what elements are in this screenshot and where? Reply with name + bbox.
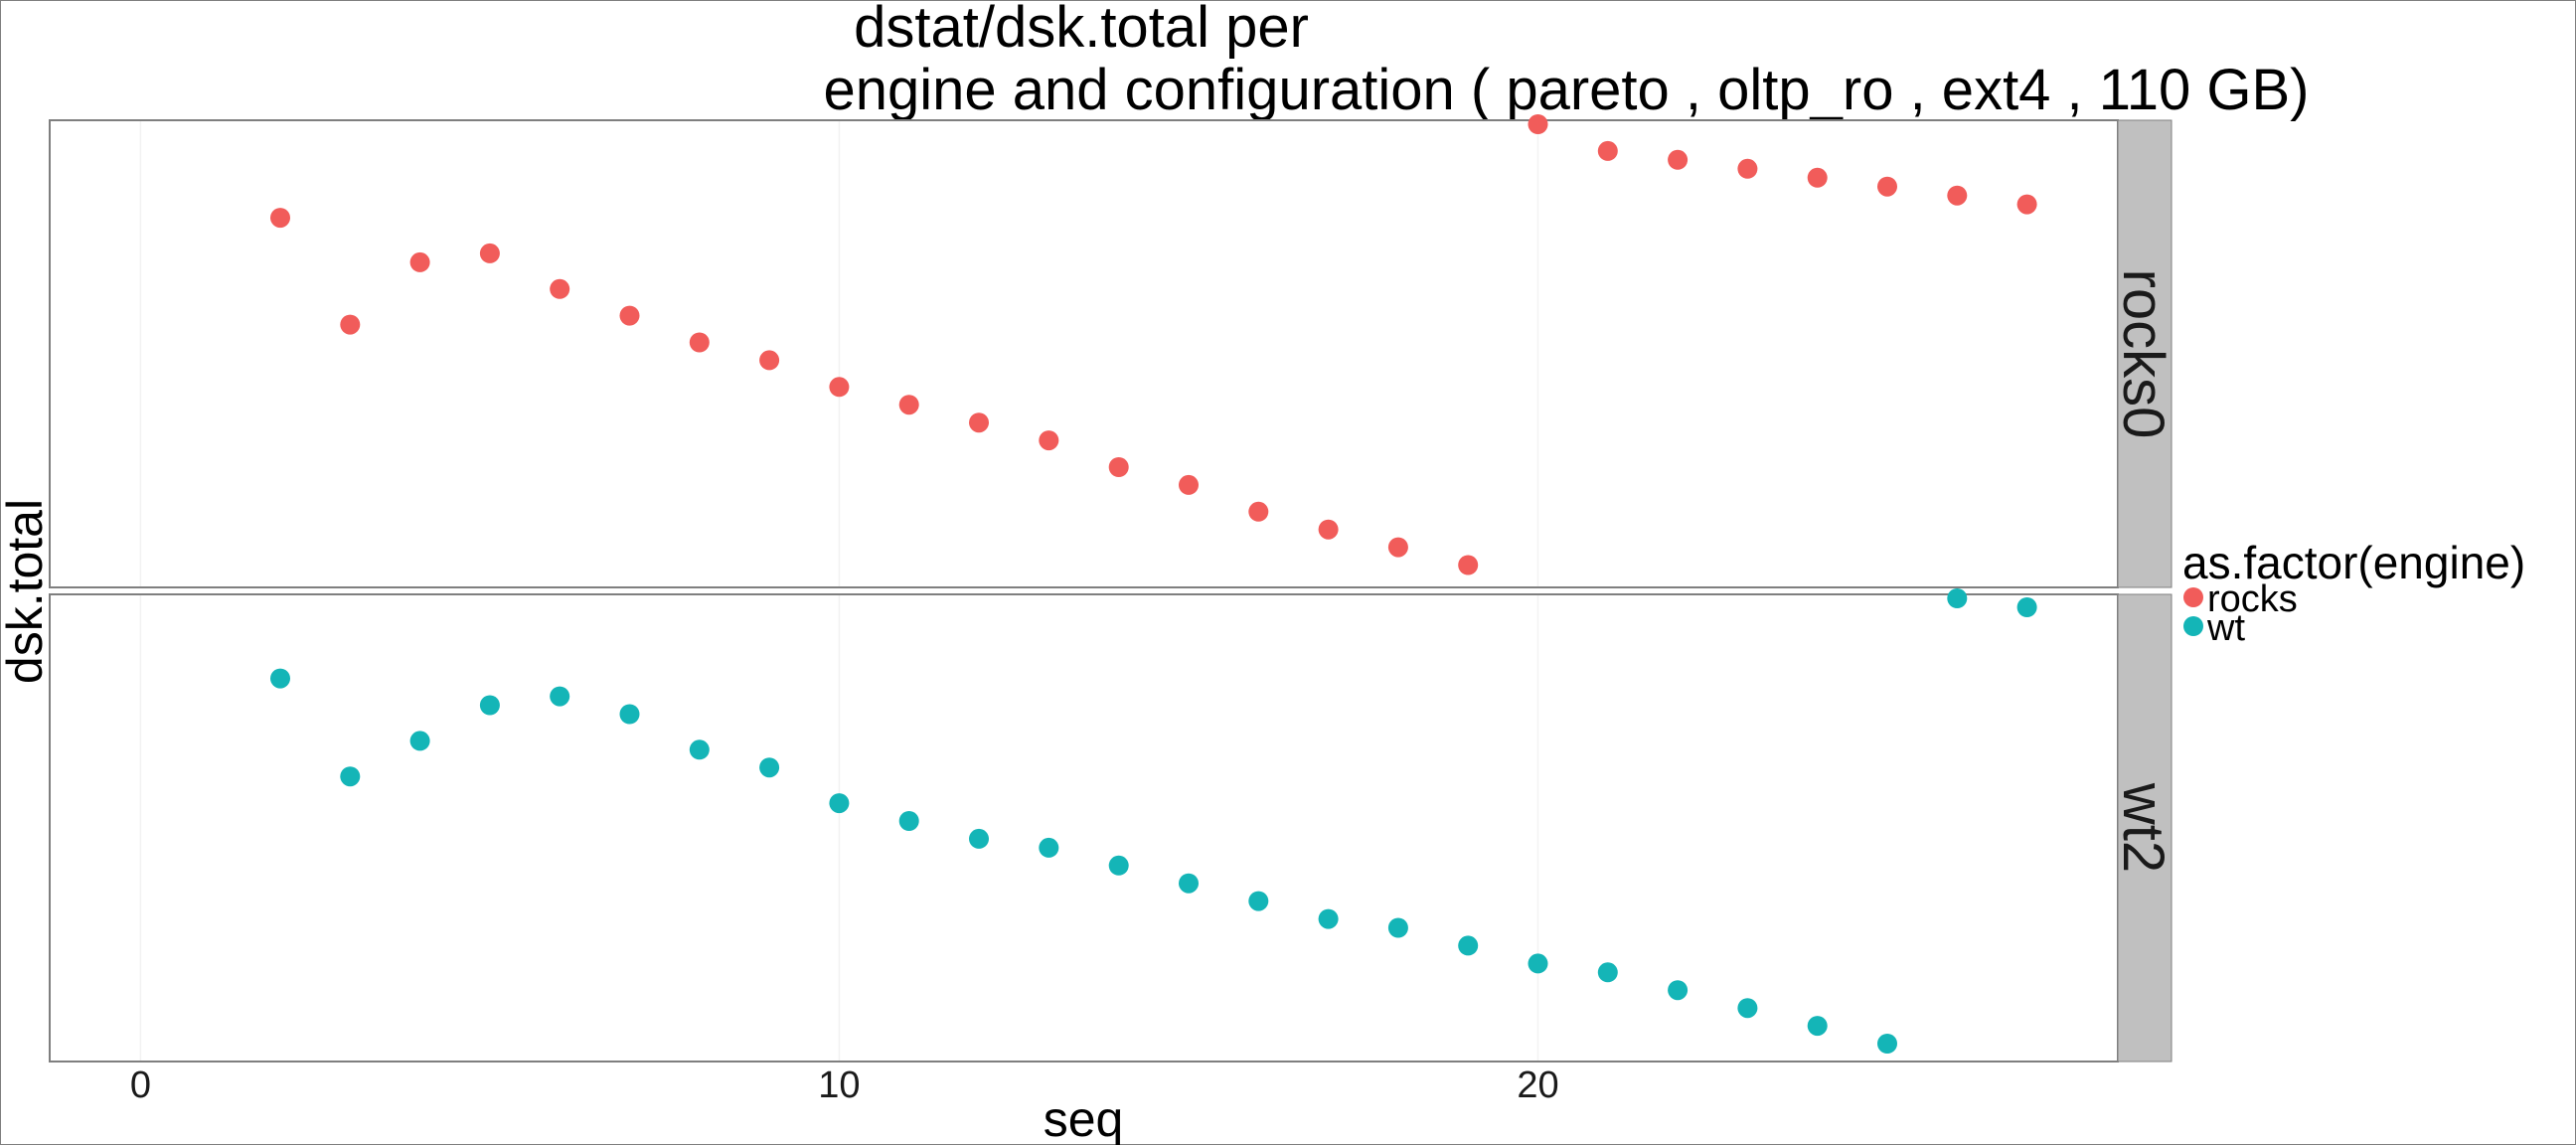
data-point-rocks-2 <box>270 208 290 229</box>
data-point-wt-25 <box>1877 1034 1897 1054</box>
data-point-wt-23 <box>1737 998 1758 1019</box>
strip-label-rocks0: rocks0 <box>2111 269 2175 439</box>
data-point-wt-5 <box>479 695 500 716</box>
data-point-wt-9 <box>759 757 780 778</box>
data-point-rocks-8 <box>689 332 710 353</box>
legend-title: as.factor(engine) <box>2182 537 2525 588</box>
y-axis-title: dsk.total <box>0 499 53 684</box>
x-tick-label: 20 <box>1517 1064 1558 1106</box>
chart-title-line2: engine and configuration ( pareto , oltp… <box>824 58 2310 122</box>
data-point-wt-3 <box>340 766 361 787</box>
x-axis-title: seq <box>1044 1091 1124 1145</box>
data-point-wt-10 <box>829 793 850 814</box>
x-tick-label: 10 <box>818 1064 860 1106</box>
strip-wt2 <box>2117 593 2173 1063</box>
data-point-wt-22 <box>1668 980 1689 1001</box>
panel-rocks0 <box>49 119 2119 588</box>
data-point-rocks-13 <box>1039 430 1059 451</box>
data-point-wt-18 <box>1387 917 1408 938</box>
legend-label-wt: wt <box>2206 607 2245 649</box>
panel-rocks0-points <box>270 114 2037 575</box>
x-tick-label: 0 <box>130 1064 151 1106</box>
data-point-rocks-27 <box>2016 194 2037 215</box>
data-point-rocks-3 <box>340 314 361 335</box>
legend-swatch-wt <box>2183 616 2203 636</box>
data-point-wt-13 <box>1039 837 1059 858</box>
legend-swatch-rocks <box>2183 587 2203 607</box>
x-axis-ticks: 0 10 20 <box>130 1064 1559 1106</box>
data-point-rocks-9 <box>759 350 780 371</box>
data-point-wt-7 <box>619 704 640 725</box>
data-point-rocks-18 <box>1387 537 1408 558</box>
data-point-wt-17 <box>1318 908 1339 929</box>
legend: as.factor(engine) rocks wt <box>2182 537 2525 649</box>
data-point-wt-6 <box>550 686 570 707</box>
data-point-rocks-7 <box>619 305 640 326</box>
data-point-rocks-6 <box>550 278 570 299</box>
data-point-rocks-20 <box>1528 114 1548 134</box>
legend-label-rocks: rocks <box>2207 578 2298 620</box>
data-point-rocks-11 <box>898 395 919 415</box>
data-point-wt-21 <box>1597 962 1618 983</box>
data-point-wt-26 <box>1947 588 1968 608</box>
data-point-rocks-5 <box>479 243 500 263</box>
data-point-wt-14 <box>1108 855 1129 876</box>
panel-wt2-grid <box>139 595 1539 1061</box>
data-point-rocks-25 <box>1877 176 1897 197</box>
data-point-rocks-22 <box>1668 149 1689 170</box>
data-point-wt-12 <box>969 828 989 849</box>
data-point-wt-8 <box>689 739 710 760</box>
data-point-wt-20 <box>1528 953 1548 974</box>
data-point-rocks-26 <box>1947 185 1968 206</box>
data-point-rocks-24 <box>1807 167 1828 188</box>
data-point-rocks-15 <box>1179 474 1199 495</box>
data-point-wt-15 <box>1179 873 1199 894</box>
data-point-wt-19 <box>1458 935 1479 956</box>
data-point-wt-4 <box>409 731 430 751</box>
data-point-rocks-23 <box>1737 158 1758 179</box>
panel-wt2-points <box>270 588 2037 1054</box>
data-point-wt-27 <box>2016 597 2037 617</box>
strip-label-wt2: wt2 <box>2111 782 2175 873</box>
chart-title-line1: dstat/dsk.total per <box>854 0 1309 60</box>
panel-rocks0-grid <box>139 121 1539 586</box>
data-point-rocks-21 <box>1597 140 1618 161</box>
data-point-wt-24 <box>1807 1016 1828 1037</box>
data-point-rocks-12 <box>969 412 989 433</box>
data-point-rocks-10 <box>829 377 850 398</box>
data-point-wt-2 <box>270 668 290 689</box>
strip-rocks0 <box>2117 119 2173 588</box>
data-point-rocks-17 <box>1318 519 1339 540</box>
data-point-wt-11 <box>898 811 919 831</box>
data-point-rocks-16 <box>1248 501 1269 522</box>
data-point-rocks-19 <box>1458 555 1479 575</box>
data-point-wt-16 <box>1248 891 1269 911</box>
data-point-rocks-14 <box>1108 457 1129 477</box>
panel-wt2 <box>49 593 2119 1063</box>
data-point-rocks-4 <box>409 251 430 272</box>
